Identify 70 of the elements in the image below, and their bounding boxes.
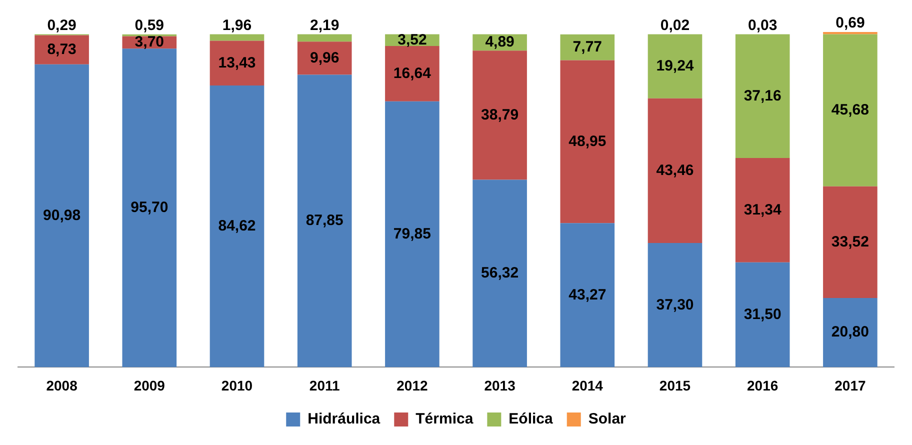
data-label: 7,77 — [572, 38, 602, 56]
data-label: 3,70 — [134, 34, 164, 51]
data-label: 9,96 — [310, 49, 340, 66]
bar — [210, 34, 264, 41]
x-tick-label: 2014 — [572, 377, 604, 394]
bar — [648, 34, 702, 98]
legend-label: Hidráulica — [308, 410, 381, 428]
bar — [735, 34, 790, 158]
data-label: 8,73 — [47, 40, 76, 58]
data-label: 0,02 — [660, 16, 690, 34]
bar — [472, 50, 527, 180]
x-tick-label: 2017 — [834, 377, 866, 394]
x-tick-label: 2016 — [747, 377, 778, 394]
data-label: 0,03 — [748, 16, 778, 34]
bar — [210, 86, 264, 368]
data-label: 19,24 — [656, 57, 694, 74]
data-label: 56,32 — [481, 264, 519, 282]
data-label: 13,43 — [218, 54, 256, 72]
data-label: 48,95 — [568, 132, 606, 150]
bar — [297, 74, 352, 368]
data-label: 38,79 — [481, 106, 519, 124]
data-label: 31,50 — [744, 306, 782, 323]
bar — [385, 101, 440, 368]
data-label: 79,85 — [393, 225, 431, 242]
data-label: 16,64 — [393, 64, 432, 82]
bar — [735, 158, 790, 262]
bar — [648, 98, 702, 244]
data-label: 0,59 — [134, 16, 164, 34]
bar — [823, 186, 878, 298]
data-label: 87,85 — [306, 212, 344, 230]
data-label: 37,30 — [656, 296, 694, 314]
x-tick-label: 2010 — [221, 377, 253, 394]
bar — [735, 262, 790, 368]
data-label: 2,19 — [310, 16, 340, 34]
bar — [122, 48, 177, 368]
data-label: 37,16 — [744, 87, 782, 104]
data-label: 45,68 — [831, 101, 869, 118]
bar — [560, 223, 615, 368]
data-label: 20,80 — [831, 324, 869, 341]
legend-label: Térmica — [416, 410, 474, 428]
x-tick-label: 2009 — [134, 377, 166, 394]
data-label: 43,27 — [568, 286, 606, 304]
bar — [34, 64, 89, 368]
data-label: 0,29 — [47, 16, 76, 34]
bar — [560, 60, 615, 224]
bar — [823, 34, 878, 186]
data-label: 43,46 — [656, 162, 694, 179]
data-label: 3,52 — [398, 31, 427, 48]
data-label: 0,69 — [836, 14, 865, 32]
bar — [560, 34, 615, 60]
x-tick-label: 2013 — [484, 377, 516, 394]
data-label: 84,62 — [218, 217, 256, 234]
data-label: 33,52 — [831, 233, 869, 250]
data-label: 31,34 — [744, 201, 782, 218]
bar — [472, 180, 527, 368]
bar — [648, 243, 702, 368]
data-label: 1,96 — [222, 16, 252, 34]
data-label: 90,98 — [43, 206, 81, 224]
bar — [385, 46, 440, 102]
x-tick-label: 2008 — [46, 377, 78, 394]
bar — [297, 34, 352, 42]
legend-label: Solar — [588, 410, 626, 428]
data-label: 4,89 — [485, 34, 514, 51]
x-tick-label: 2015 — [659, 377, 691, 394]
data-label: 95,70 — [130, 199, 168, 216]
bar — [210, 40, 264, 86]
legend-label: Eólica — [508, 410, 554, 428]
x-tick-label: 2011 — [309, 377, 340, 394]
x-tick-label: 2012 — [396, 377, 428, 394]
bar — [823, 298, 878, 368]
